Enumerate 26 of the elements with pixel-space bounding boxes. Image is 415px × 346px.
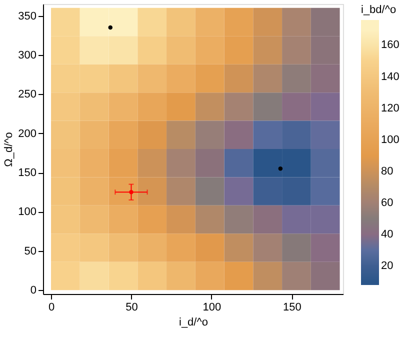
point [129, 190, 134, 194]
color-bar-label: 20 [381, 260, 394, 272]
y-tick-label: 150 [18, 167, 36, 180]
color-bar-label: 80 [381, 165, 394, 178]
x-axis-title: i_d/^o [178, 316, 208, 328]
point [108, 25, 112, 30]
y-tick-label: 350 [18, 10, 36, 22]
color-bar-title: i_bd/^o [361, 4, 396, 16]
color-bar-label: 100 [381, 134, 400, 146]
color-bar-label: 120 [381, 102, 400, 114]
x-tick-label: 50 [126, 302, 138, 314]
y-tick-label: 0 [30, 284, 36, 297]
color-bar-label: 140 [381, 70, 400, 83]
x-tick-label: 0 [48, 302, 55, 314]
y-tick-label: 50 [24, 245, 36, 258]
color-bar-label: 40 [381, 228, 394, 241]
y-tick-label: 100 [18, 206, 36, 218]
y-tick-label: 200 [18, 128, 36, 140]
point [278, 166, 283, 171]
x-tick-label: 100 [202, 302, 222, 314]
y-axis-title: Ω_d/^o [3, 132, 16, 167]
y-tick-label: 300 [18, 49, 36, 62]
color-bar-label: 60 [381, 196, 394, 209]
color-bar-label: 160 [381, 39, 400, 52]
x-tick-label: 150 [282, 302, 302, 314]
y-tick-label: 250 [18, 88, 36, 101]
